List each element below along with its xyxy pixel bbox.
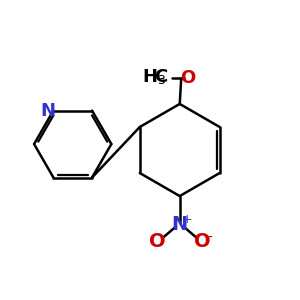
Text: +: + bbox=[182, 213, 193, 226]
Text: -: - bbox=[207, 231, 212, 245]
Text: N: N bbox=[40, 102, 56, 120]
Text: O: O bbox=[180, 69, 195, 87]
Text: N: N bbox=[172, 215, 188, 234]
Text: O: O bbox=[194, 232, 211, 251]
Text: C: C bbox=[154, 68, 167, 86]
Text: O: O bbox=[148, 232, 165, 251]
Text: H: H bbox=[143, 68, 158, 86]
Text: 3: 3 bbox=[158, 74, 165, 87]
